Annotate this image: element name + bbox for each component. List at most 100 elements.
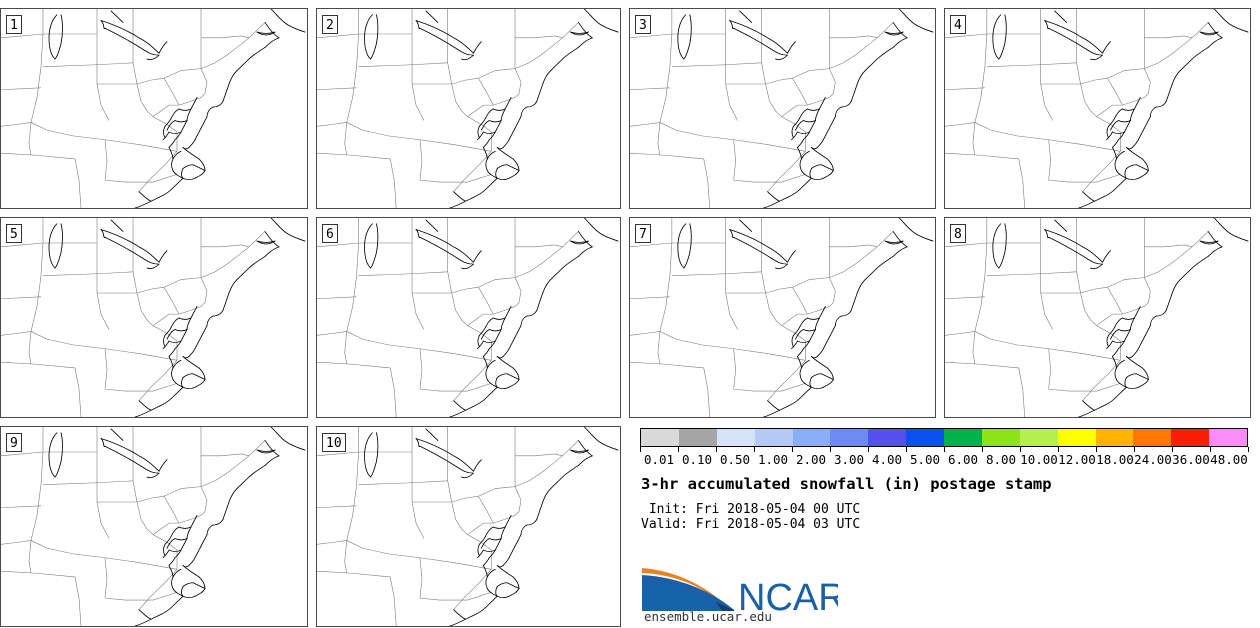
colorbar-swatch-10: [1019, 429, 1058, 446]
colorbar-tick-16: [1248, 447, 1249, 452]
colorbar-tick-labels: 0.01 0.10 0.50 1.00 2.00 3.00 4.00 5.00 6.00 8.00…: [630, 452, 1258, 468]
colorbar-tick-1: [678, 447, 679, 452]
panel-number-label: 10: [322, 433, 346, 452]
colorbar-tick-15: [1210, 447, 1211, 452]
stamp-panel-7[interactable]: 7: [629, 217, 936, 418]
map-area: [1, 9, 307, 208]
colorbar-tick-3: [754, 447, 755, 452]
colorbar-swatch-13: [1133, 429, 1172, 446]
colorbar-swatch-5: [830, 429, 869, 446]
colorbar-tick-10: [1020, 447, 1021, 452]
colorbar-swatch-0: [641, 429, 679, 446]
panel-number-label: 8: [950, 224, 966, 243]
stamp-panel-2[interactable]: 2: [316, 8, 621, 209]
legend-block: 0.01 0.10 0.50 1.00 2.00 3.00 4.00 5.00 6.00 8.00…: [630, 425, 1255, 627]
coastlines: [364, 218, 619, 417]
colorbar-label-7: 5.00: [909, 452, 941, 467]
coastlines: [992, 218, 1249, 417]
colorbar-swatch-9: [981, 429, 1020, 446]
colorbar-label-13: 24.00: [1134, 452, 1172, 467]
map-area: [317, 9, 620, 208]
panel-number-label: 3: [635, 15, 651, 34]
colorbar-label-8: 6.00: [947, 452, 979, 467]
colorbar-tick-12: [1096, 447, 1097, 452]
stamp-panel-4[interactable]: 4: [944, 8, 1251, 209]
map-area: [317, 218, 620, 417]
colorbar-tick-13: [1134, 447, 1135, 452]
state-boundaries: [1, 9, 266, 208]
map-area: [1, 218, 307, 417]
panel-number-label: 2: [322, 15, 338, 34]
map-area: [945, 218, 1250, 417]
stamp-panel-6[interactable]: 6: [316, 217, 621, 418]
colorbar-label-9: 8.00: [985, 452, 1017, 467]
valid-time-label: Valid: Fri 2018-05-04 03 UTC: [641, 517, 861, 532]
colorbar-tick-6: [868, 447, 869, 452]
map-graphic: [317, 427, 619, 626]
colorbar-label-10: 10.00: [1020, 452, 1058, 467]
state-boundaries: [1, 427, 266, 626]
map-area: [1, 427, 307, 626]
colorbar-tick-14: [1172, 447, 1173, 452]
stamp-panel-9[interactable]: 9: [0, 426, 308, 627]
state-boundaries: [630, 218, 894, 417]
map-graphic: [1, 218, 306, 417]
map-area: [630, 9, 935, 208]
colorbar-label-4: 2.00: [795, 452, 827, 467]
colorbar-swatch-8: [944, 429, 982, 446]
colorbar-tick-0: [640, 447, 641, 452]
state-boundaries: [945, 9, 1209, 208]
colorbar-tick-8: [944, 447, 945, 452]
logo-blue-tip: [716, 602, 734, 611]
panel-number-label: 5: [6, 224, 22, 243]
coastlines: [364, 9, 619, 208]
colorbar-tick-2: [716, 447, 717, 452]
colorbar-swatch-1: [678, 429, 717, 446]
map-graphic: [317, 218, 619, 417]
colorbar-label-0: 0.01: [643, 452, 675, 467]
coastlines: [364, 427, 619, 626]
ncar-logo: NCAR: [638, 558, 838, 628]
coastlines: [992, 9, 1249, 208]
colorbar-label-1: 0.10: [681, 452, 713, 467]
state-boundaries: [317, 218, 579, 417]
state-boundaries: [317, 9, 579, 208]
logo-wordmark: NCAR: [738, 577, 838, 618]
logo-blue-inner: [642, 582, 726, 611]
stamp-panel-5[interactable]: 5: [0, 217, 308, 418]
colorbar-swatch-15: [1209, 429, 1247, 446]
ncar-logo-graphic: NCAR: [642, 568, 838, 618]
map-graphic: [1, 427, 306, 626]
colorbar-swatch-2: [716, 429, 755, 446]
colorbar-label-11: 12.00: [1058, 452, 1096, 467]
panel-number-label: 4: [950, 15, 966, 34]
colorbar-label-12: 18.00: [1096, 452, 1134, 467]
figure-title: 3-hr accumulated snowfall (in) postage s…: [641, 475, 1052, 493]
state-boundaries: [1, 218, 266, 417]
map-area: [317, 427, 620, 626]
panel-number-label: 1: [6, 15, 22, 34]
stamp-panel-8[interactable]: 8: [944, 217, 1251, 418]
colorbar-swatch-6: [868, 429, 907, 446]
coastlines: [48, 218, 306, 417]
stamp-panel-1[interactable]: 1: [0, 8, 308, 209]
state-boundaries: [945, 218, 1209, 417]
map-graphic: [1, 9, 306, 208]
colorbar-swatch-14: [1171, 429, 1210, 446]
coastlines: [677, 218, 934, 417]
stamp-panel-3[interactable]: 3: [629, 8, 936, 209]
colorbar-label-15: 48.00: [1210, 452, 1248, 467]
colorbar-tick-4: [792, 447, 793, 452]
colorbar-swatch-11: [1057, 429, 1096, 446]
colorbar-swatch-4: [792, 429, 831, 446]
map-area: [945, 9, 1250, 208]
colorbar-tick-7: [906, 447, 907, 452]
init-time-label: Init: Fri 2018-05-04 00 UTC: [641, 502, 861, 517]
logo-orange-arc: [642, 568, 726, 606]
stamp-panel-10[interactable]: 10: [316, 426, 621, 627]
map-graphic: [630, 218, 934, 417]
ensemble-url: ensemble.ucar.edu: [644, 609, 772, 624]
colorbar-label-2: 0.50: [719, 452, 751, 467]
panel-number-label: 7: [635, 224, 651, 243]
